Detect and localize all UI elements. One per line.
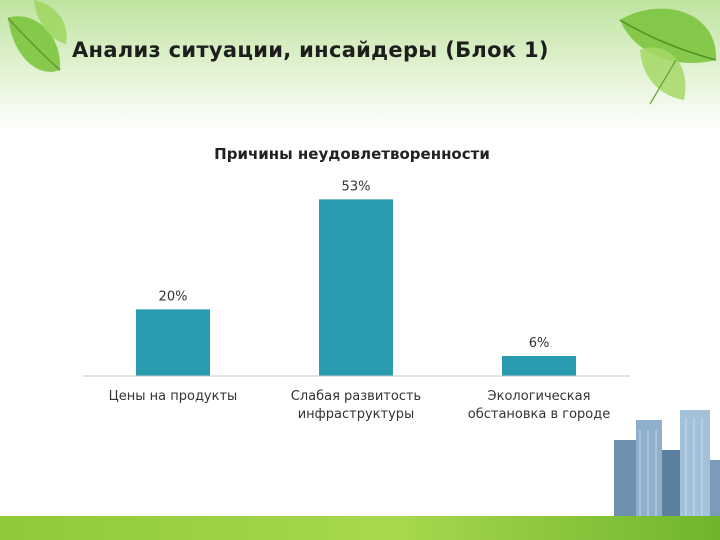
category-labels-group: Цены на продукты Слабая развитость инфраст… xyxy=(109,389,611,422)
bars-group xyxy=(136,199,576,376)
category-label-3-line-2: обстановка в городе xyxy=(468,407,611,422)
bar-2 xyxy=(319,199,393,376)
bar-3 xyxy=(502,356,576,376)
city-buildings-image xyxy=(614,410,720,520)
category-label-3-line-1: Экологическая xyxy=(488,389,591,404)
leaves-top-left-image xyxy=(7,0,67,72)
leaves-top-right-image xyxy=(619,8,717,105)
category-label-2-line-1: Слабая развитость xyxy=(291,389,421,404)
value-labels-group: 20% 53% 6% xyxy=(159,179,550,351)
value-label-1: 20% xyxy=(159,289,188,304)
value-label-2: 53% xyxy=(342,179,371,194)
category-label-1-line-1: Цены на продукты xyxy=(109,389,238,404)
value-label-3: 6% xyxy=(529,336,550,351)
category-label-2-line-2: инфраструктуры xyxy=(298,407,415,422)
page-title: Анализ ситуации, инсайдеры (Блок 1) xyxy=(72,38,549,62)
chart-title: Причины неудовлетворенности xyxy=(214,145,490,163)
bottom-bar xyxy=(0,516,720,540)
bar-1 xyxy=(136,309,210,376)
